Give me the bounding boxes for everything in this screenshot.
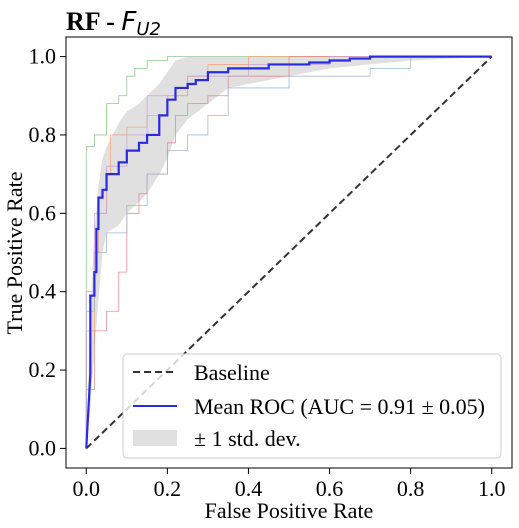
y-axis: 0.0 0.2 0.4 0.6 0.8 1.0 — [29, 44, 66, 460]
fold-roc-line-1 — [85, 56, 492, 449]
y-tick-label: 0.0 — [29, 435, 57, 460]
y-tick-label: 1.0 — [29, 44, 57, 69]
plot-frame — [65, 36, 513, 469]
title-main: RF - — [66, 7, 121, 36]
x-tick-label: 0.8 — [397, 476, 425, 501]
title-symbol: F — [121, 7, 137, 37]
legend-std-swatch — [133, 430, 177, 446]
title-subscript: U2 — [136, 19, 161, 40]
x-tick-label: 0.2 — [154, 476, 182, 501]
y-tick-label: 0.2 — [29, 357, 57, 382]
y-tick-label: 0.6 — [29, 200, 57, 225]
x-tick-label: 1.0 — [478, 476, 506, 501]
legend-std-label: ± 1 std. dev. — [194, 426, 301, 451]
y-axis-label: True Positive Rate — [2, 172, 27, 335]
svg-text:RF - FU2: RF - FU2 — [66, 7, 161, 40]
legend-box — [122, 353, 502, 459]
x-axis-label: False Positive Rate — [205, 498, 374, 523]
y-tick-label: 0.4 — [29, 279, 57, 304]
legend-baseline-label: Baseline — [194, 360, 270, 385]
legend-mean-roc-label: Mean ROC (AUC = 0.91 ± 0.05) — [194, 394, 485, 419]
fold-roc-line-4 — [85, 56, 492, 449]
x-tick-label: 0.0 — [73, 476, 101, 501]
mean-roc-line — [85, 55, 492, 449]
y-tick-label: 0.8 — [29, 122, 57, 147]
x-axis: 0.0 0.2 0.4 0.6 0.8 1.0 — [73, 468, 506, 501]
legend: Baseline Mean ROC (AUC = 0.91 ± 0.05) ± … — [122, 353, 502, 459]
chart-title: RF - FU2 — [66, 7, 161, 40]
x-tick-label: 0.6 — [316, 476, 344, 501]
x-tick-label: 0.4 — [235, 476, 263, 501]
